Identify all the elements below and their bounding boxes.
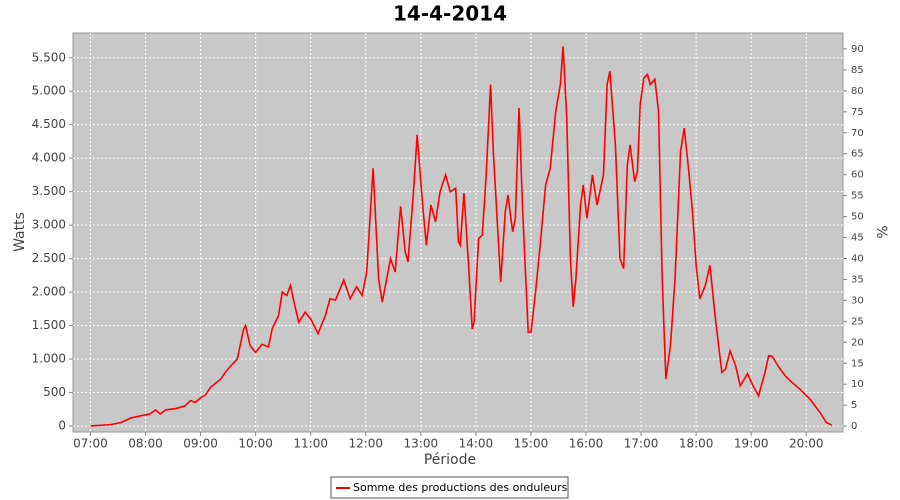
y2-tick-label: 75 [851,107,864,118]
y2-axis-label: % [873,225,889,238]
x-tick-label: 20:00 [789,437,824,451]
y2-tick-label: 20 [851,337,864,348]
y-tick-label: 1.000 [32,352,66,366]
y2-tick-label: 15 [851,358,864,369]
y-tick-label: 2.000 [32,285,66,299]
y2-tick-label: 50 [851,212,864,223]
y-tick-label: 500 [43,385,66,399]
y2-tick-label: 40 [851,253,864,264]
x-tick-label: 09:00 [183,437,218,451]
y2-tick-label: 55 [851,191,864,202]
y-axis-label: Watts [12,212,28,252]
y2-tick-label: 30 [851,295,864,306]
y-tick-label: 1.500 [32,318,66,332]
x-tick-label: 17:00 [624,437,659,451]
y-tick-label: 0 [58,418,66,432]
x-tick-label: 08:00 [128,437,163,451]
x-tick-label: 10:00 [238,437,273,451]
y-tick-label: 5.000 [32,84,66,98]
x-tick-label: 19:00 [734,437,769,451]
legend-label: Somme des productions des onduleurs [353,481,568,494]
y2-tick-label: 10 [851,379,864,390]
x-tick-label: 16:00 [569,437,604,451]
x-tick-label: 11:00 [293,437,328,451]
x-tick-label: 14:00 [459,437,494,451]
x-tick-label: 07:00 [73,437,108,451]
x-tick-label: 15:00 [514,437,549,451]
y-tick-label: 4.500 [32,117,66,131]
y-tick-label: 3.500 [32,184,66,198]
series-line [90,46,833,427]
y2-tick-label: 0 [851,421,857,432]
y-tick-label: 2.500 [32,251,66,265]
y2-tick-label: 70 [851,128,864,139]
legend [330,476,569,499]
y2-tick-label: 65 [851,149,864,160]
y2-tick-label: 60 [851,170,864,181]
x-axis-label: Période [424,452,476,468]
y2-tick-label: 90 [851,44,864,55]
y2-tick-label: 80 [851,86,864,97]
y2-tick-label: 5 [851,400,857,411]
y-tick-label: 3.000 [32,218,66,232]
x-tick-label: 18:00 [679,437,714,451]
y2-tick-label: 35 [851,274,864,285]
y2-tick-label: 25 [851,316,864,327]
chart-title: 14-4-2014 [393,2,507,26]
y-tick-label: 4.000 [32,151,66,165]
y2-tick-label: 45 [851,233,864,244]
x-tick-label: 12:00 [348,437,383,451]
x-tick-label: 13:00 [404,437,439,451]
y2-tick-label: 85 [851,65,864,76]
y-tick-label: 5.500 [32,50,66,64]
